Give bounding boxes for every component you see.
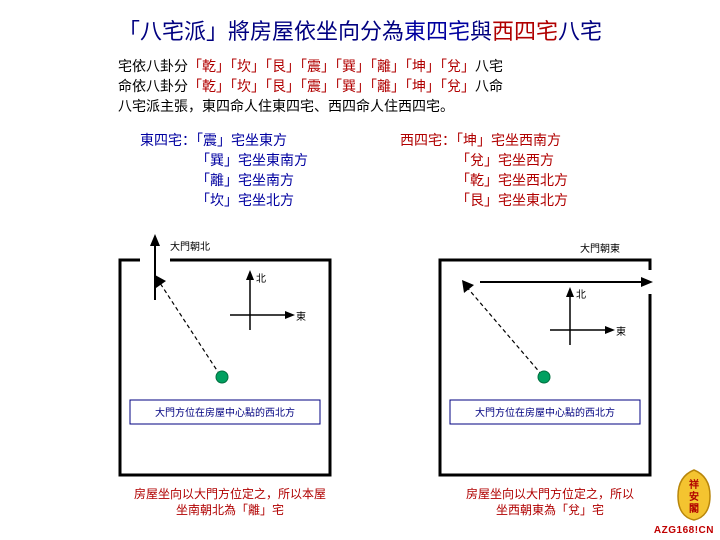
east-row-1: 「巽」宅坐東南方 xyxy=(140,150,308,170)
diagram-right: 大門朝東 北 東 大門方位在房屋中心點的西北方 xyxy=(420,230,680,490)
title-mid: 與 xyxy=(470,19,492,44)
east-row-0: 「震」宅坐東方 xyxy=(196,132,287,148)
intro3: 八宅派主張，東四命人住東四宅、西四命人住西四宅。 xyxy=(118,96,503,116)
box-text-left: 大門方位在房屋中心點的西北方 xyxy=(155,406,295,419)
svg-text:祥: 祥 xyxy=(689,478,699,491)
east-header: 東四宅： xyxy=(140,132,196,148)
door-label-right: 大門朝東 xyxy=(580,242,620,255)
intro2-post: 八命 xyxy=(475,78,503,94)
svg-text:安: 安 xyxy=(689,490,699,503)
page-title: 「八宅派」將房屋依坐向分為東四宅與西四宅八宅 xyxy=(0,14,720,46)
north-label-right: 北 xyxy=(576,289,586,301)
caption-left: 房屋坐向以大門方位定之，所以本屋 坐南朝北為「離」宅 xyxy=(100,486,360,518)
title-post: 八宅 xyxy=(558,19,602,44)
title-east: 東四宅 xyxy=(404,19,470,44)
east-list: 東四宅：「震」宅坐東方 「巽」宅坐東南方 「離」宅坐南方 「坎」宅坐北方 xyxy=(140,130,308,210)
intro1-pre: 宅依八卦分 xyxy=(118,58,188,74)
north-label-left: 北 xyxy=(256,273,266,285)
door-label-left: 大門朝北 xyxy=(170,240,210,253)
west-row-0: 「坤」宅坐西南方 xyxy=(456,132,561,148)
box-text-right: 大門方位在房屋中心點的西北方 xyxy=(475,406,615,419)
intro1-post: 八宅 xyxy=(475,58,503,74)
west-row-1: 「兌」宅坐西方 xyxy=(400,150,568,170)
diagram-left: 大門朝北 北 東 大門方位在房屋中心點的西北方 xyxy=(100,230,360,490)
caption-left-2: 坐南朝北為「離」宅 xyxy=(100,502,360,518)
stamp-icon: 祥 安 閣 xyxy=(674,468,714,522)
intro-block: 宅依八卦分「乾」「坎」「艮」「震」「巽」「離」「坤」「兌」八宅 命依八卦分「乾」… xyxy=(118,56,503,116)
east-row-2: 「離」宅坐南方 xyxy=(140,170,308,190)
intro2-gua: 「乾」「坎」「艮」「震」「巽」「離」「坤」「兌」 xyxy=(188,78,475,94)
east-label-left: 東 xyxy=(296,310,306,323)
east-row-3: 「坎」宅坐北方 xyxy=(140,190,308,210)
caption-left-1: 房屋坐向以大門方位定之，所以本屋 xyxy=(100,486,360,502)
title-west: 西四宅 xyxy=(492,19,558,44)
caption-right-2: 坐西朝東為「兌」宅 xyxy=(420,502,680,518)
intro2-pre: 命依八卦分 xyxy=(118,78,188,94)
title-pre: 「八宅派」將房屋依坐向分為 xyxy=(118,19,404,44)
west-list: 西四宅：「坤」宅坐西南方 「兌」宅坐西方 「乾」宅坐西北方 「艮」宅坐東北方 xyxy=(400,130,568,210)
intro1-gua: 「乾」「坎」「艮」「震」「巽」「離」「坤」「兌」 xyxy=(188,58,475,74)
azg-watermark: AZG168!CN xyxy=(654,525,714,536)
svg-text:閣: 閣 xyxy=(689,502,699,515)
west-row-2: 「乾」宅坐西北方 xyxy=(400,170,568,190)
caption-right: 房屋坐向以大門方位定之，所以 坐西朝東為「兌」宅 xyxy=(420,486,680,518)
west-header: 西四宅： xyxy=(400,132,456,148)
east-label-right: 東 xyxy=(616,325,626,338)
caption-right-1: 房屋坐向以大門方位定之，所以 xyxy=(420,486,680,502)
west-row-3: 「艮」宅坐東北方 xyxy=(400,190,568,210)
